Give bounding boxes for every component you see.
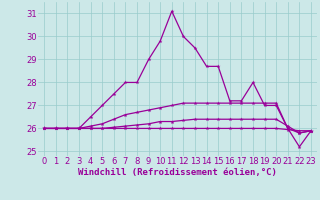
X-axis label: Windchill (Refroidissement éolien,°C): Windchill (Refroidissement éolien,°C) <box>78 168 277 177</box>
